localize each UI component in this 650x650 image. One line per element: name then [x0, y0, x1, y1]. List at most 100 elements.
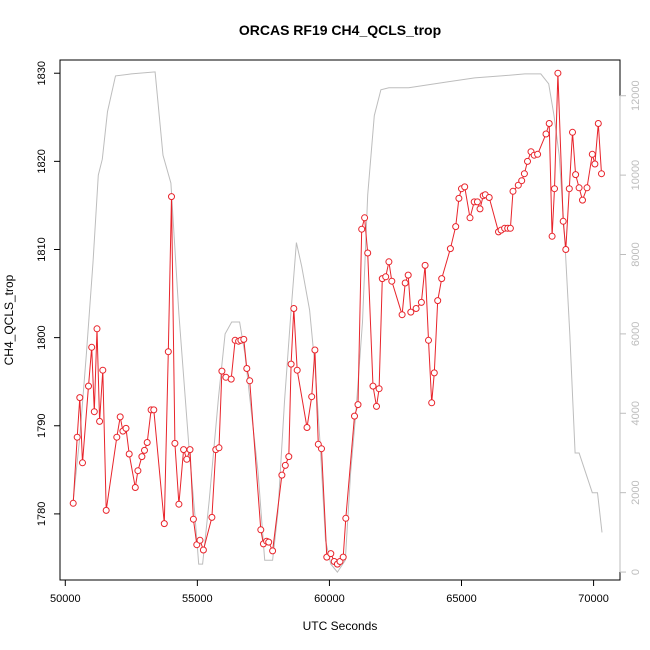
data-point [134, 467, 142, 475]
data-point [473, 198, 481, 206]
right-y-tick-label: 4000 [630, 401, 642, 425]
data-point [218, 367, 226, 375]
series-line [72, 71, 603, 573]
data-point [518, 177, 526, 185]
data-point [327, 550, 335, 558]
data-point [141, 446, 148, 454]
data-point [122, 424, 130, 432]
x-tick-label: 70000 [578, 593, 609, 605]
data-point [509, 187, 517, 195]
x-axis: 50000 55000 60000 65000 70000 [50, 579, 609, 605]
data-point [485, 194, 493, 201]
data-point [375, 385, 383, 393]
data-point [102, 506, 110, 514]
data-point [524, 157, 531, 165]
data-point [351, 412, 358, 420]
data-point [208, 513, 216, 521]
data-point [520, 170, 528, 178]
data-point [278, 471, 286, 479]
data-point [588, 150, 596, 158]
data-point [90, 408, 98, 416]
data-point [569, 128, 576, 136]
data-point [96, 417, 104, 425]
data-point [542, 130, 550, 138]
data-point [559, 217, 567, 225]
data-point [138, 453, 146, 461]
data-point [227, 375, 235, 383]
x-tick-label: 55000 [182, 593, 213, 605]
chart-title: ORCAS RF19 CH4_QCLS_trop [239, 22, 441, 38]
data-point [428, 399, 436, 407]
data-point [79, 459, 86, 467]
data-point [369, 382, 377, 390]
data-point [73, 433, 81, 441]
data-point [180, 446, 188, 454]
data-point [412, 305, 420, 312]
data-point [164, 348, 172, 356]
y-tick-label: 1820 [36, 149, 48, 173]
data-point [143, 439, 151, 446]
data-point [175, 500, 183, 508]
data-point [281, 461, 289, 469]
data-point [461, 183, 469, 191]
y-tick-label: 1800 [36, 325, 48, 349]
data-point [594, 120, 602, 127]
data-point [240, 335, 248, 343]
data-point [554, 69, 562, 77]
data-point [125, 450, 133, 458]
data-point [551, 185, 558, 193]
data-point [545, 120, 553, 127]
y-axis: 1780 1790 1800 1810 1820 1830 [36, 61, 61, 526]
data-point [548, 232, 556, 240]
data-point [199, 546, 207, 554]
right-y-tick-label: 0 [630, 569, 642, 575]
data-point [186, 446, 194, 454]
data-point [434, 297, 442, 305]
data-point [257, 526, 265, 534]
data-point [183, 455, 191, 463]
y-axis-label: CH4_QCLS_trop [2, 274, 16, 365]
data-point [358, 225, 366, 233]
data-point [215, 444, 223, 452]
data-point [318, 445, 325, 453]
data-point [398, 311, 406, 319]
data-point [303, 424, 311, 431]
data-point [285, 453, 293, 461]
data-point [598, 170, 605, 178]
data-point [455, 194, 463, 202]
data-point [290, 305, 298, 312]
data-point [382, 273, 390, 281]
data-point [88, 343, 96, 351]
x-tick-label: 60000 [314, 593, 345, 605]
data-point [99, 366, 107, 374]
data-point [113, 433, 121, 441]
data-point [466, 214, 474, 222]
data-point [69, 499, 77, 507]
y-tick-label: 1810 [36, 237, 48, 261]
data-point [421, 261, 429, 269]
data-point [425, 336, 432, 344]
data-point [385, 258, 393, 266]
data-point [308, 393, 316, 401]
data-point [446, 245, 454, 253]
data-point [196, 536, 204, 544]
data-point [430, 369, 438, 377]
data-point [171, 439, 179, 447]
data-point [246, 377, 254, 385]
data-point [189, 515, 197, 523]
data-point [269, 547, 277, 555]
data-point [160, 520, 168, 528]
y-tick-label: 1780 [36, 502, 48, 526]
data-point [438, 275, 446, 283]
data-point [150, 406, 158, 414]
series-0 [69, 69, 605, 568]
data-point [452, 223, 460, 231]
data-point [243, 365, 251, 372]
right-y-tick-label: 6000 [630, 322, 642, 346]
data-point [575, 184, 583, 192]
data-point [311, 346, 319, 354]
data-point [293, 366, 301, 374]
data-point [131, 484, 139, 491]
data-point [562, 246, 570, 253]
